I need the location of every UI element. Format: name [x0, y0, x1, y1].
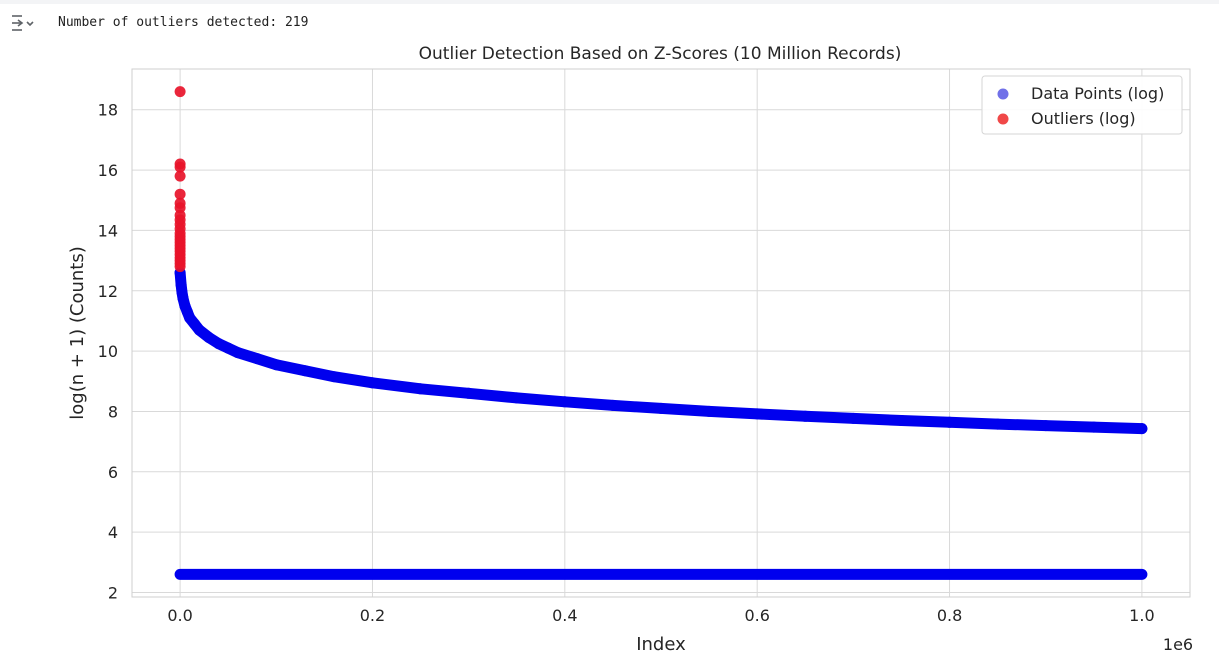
x-tick-label: 1.0 — [1129, 606, 1154, 625]
outlier-count-value: 219 — [284, 15, 309, 30]
chart-title: Outlier Detection Based on Z-Scores (10 … — [419, 44, 902, 64]
outlier-count-label: Number of outliers detected: — [58, 15, 278, 30]
data-point — [896, 415, 907, 426]
y-tick-label: 8 — [108, 402, 118, 421]
data-point — [367, 377, 378, 389]
y-tick-label: 10 — [98, 342, 118, 361]
data-point — [222, 342, 234, 354]
y-tick-label: 6 — [108, 463, 118, 482]
plot-frame — [131, 68, 1191, 598]
y-tick-label: 18 — [98, 101, 118, 120]
outlier-point — [174, 170, 186, 182]
data-point — [213, 338, 225, 350]
data-point — [992, 418, 1004, 430]
data-point — [751, 408, 763, 420]
y-axis-label: log(n + 1) (Counts) — [67, 246, 88, 419]
data-point — [463, 387, 475, 399]
x-tick-label: 0.8 — [937, 606, 962, 625]
data-point — [655, 402, 667, 414]
y-tick-label: 4 — [108, 523, 118, 542]
outlier-point — [174, 188, 186, 200]
x-tick-label: 0.2 — [360, 606, 385, 625]
output-collapse-icon[interactable] — [8, 12, 38, 34]
grid-lines — [132, 69, 1190, 597]
x-tick-label: 0.4 — [552, 606, 577, 625]
legend-marker-outliers — [997, 113, 1009, 125]
y-tick-label: 14 — [98, 221, 118, 240]
data-point — [270, 359, 282, 371]
outlier-count-text: Number of outliers detected: 219 — [58, 15, 308, 30]
y-tick-label: 2 — [108, 583, 118, 602]
data-point — [232, 347, 244, 359]
data-point — [847, 412, 859, 424]
y-tick-label: 16 — [98, 161, 118, 180]
x-axis-label: Index — [636, 634, 686, 655]
outlier-scatter-chart: Outlier Detection Based on Z-Scores (10 … — [67, 44, 1193, 655]
data-point — [1088, 421, 1100, 433]
data-point — [203, 332, 215, 343]
data-point — [328, 371, 340, 383]
outlier-point — [174, 86, 186, 98]
output-toolbar-strip — [0, 0, 1219, 4]
legend-label-outliers: Outliers (log) — [1031, 109, 1136, 128]
data-point — [607, 399, 619, 411]
data-point — [559, 396, 571, 408]
cell-output: Number of outliers detected: 219 — [0, 6, 1219, 36]
data-point — [1040, 420, 1052, 432]
outlier-point — [174, 261, 186, 273]
data-point — [1136, 423, 1148, 435]
series-layer — [174, 86, 1148, 580]
x-offset-label: 1e6 — [1163, 635, 1193, 654]
data-point — [415, 383, 426, 395]
legend: Data Points (log) Outliers (log) — [981, 75, 1183, 135]
data-point — [193, 324, 205, 336]
x-tick-label: 0.6 — [744, 606, 769, 625]
data-point — [299, 365, 311, 377]
x-axis-ticks: 0.0 0.2 0.4 0.6 0.8 1.0 — [167, 606, 1154, 625]
y-tick-label: 12 — [98, 282, 118, 301]
y-axis-ticks: 2 4 6 8 10 12 14 16 18 — [98, 101, 118, 603]
legend-label-data-points: Data Points (log) — [1031, 84, 1164, 103]
x-tick-label: 0.0 — [167, 606, 192, 625]
data-point — [703, 405, 715, 417]
legend-marker-data-points — [997, 88, 1009, 100]
data-point — [944, 416, 955, 428]
data-point — [511, 392, 523, 404]
outlier-point — [174, 161, 186, 173]
data-point — [251, 353, 263, 365]
legend-box — [981, 75, 1183, 135]
data-point — [799, 410, 811, 422]
